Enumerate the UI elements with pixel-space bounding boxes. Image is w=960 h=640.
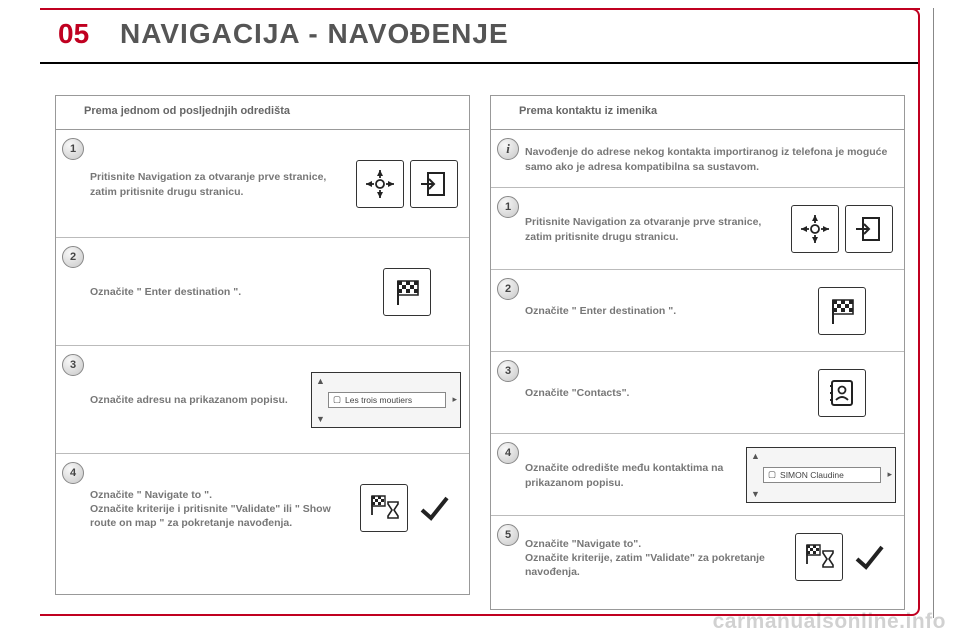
step-icons xyxy=(786,270,904,351)
step-number: 4 xyxy=(62,462,84,484)
scroll-down-icon: ▼ xyxy=(751,489,760,499)
check-icon xyxy=(414,488,454,528)
step-screen: ▲ ▼ ▢ Les trois moutiers ▸ xyxy=(309,346,469,453)
left-column-header: Prema jednom od posljednjih odredišta xyxy=(56,96,469,130)
right-step-5: 5 Označite "Navigate to". Označite krite… xyxy=(491,516,904,598)
row-arrow-icon: ▸ xyxy=(452,394,457,405)
step-icons xyxy=(351,454,469,562)
row-marker-icon: ▢ xyxy=(768,469,776,480)
list-row: ▢ SIMON Claudine xyxy=(763,467,881,483)
right-column: Prema kontaktu iz imenika i Navođenje do… xyxy=(490,95,905,610)
step-number: 1 xyxy=(497,196,519,218)
info-text: Navođenje do adrese nekog kontakta impor… xyxy=(525,130,904,187)
list-screen: ▲ ▼ ▢ SIMON Claudine ▸ xyxy=(746,447,896,503)
left-step-2: 2 Označite " Enter destination ". xyxy=(56,238,469,346)
step-text: Označite adresu na prikazanom popisu. xyxy=(90,346,309,453)
enter-icon xyxy=(845,205,893,253)
left-column-title: Prema jednom od posljednjih odredišta xyxy=(84,105,290,117)
flag-icon xyxy=(818,287,866,335)
row-marker-icon: ▢ xyxy=(333,394,341,405)
right-margin-rule xyxy=(933,8,934,618)
step-icons xyxy=(351,238,469,345)
step-text: Označite "Navigate to". Označite kriteri… xyxy=(525,516,786,598)
step-icons xyxy=(786,516,904,598)
right-step-1: 1 Pritisnite Navigation za otvaranje prv… xyxy=(491,188,904,270)
scroll-up-icon: ▲ xyxy=(316,376,325,386)
step-icons xyxy=(786,188,904,269)
step-number: 2 xyxy=(62,246,84,268)
enter-icon xyxy=(410,160,458,208)
step-number: 1 xyxy=(62,138,84,160)
list-screen: ▲ ▼ ▢ Les trois moutiers ▸ xyxy=(311,372,461,428)
watermark: carmanualsonline.info xyxy=(713,610,946,634)
right-info: i Navođenje do adrese nekog kontakta imp… xyxy=(491,130,904,188)
step-number: 4 xyxy=(497,442,519,464)
row-text: Les trois moutiers xyxy=(345,395,412,405)
right-step-2: 2 Označite " Enter destination ". xyxy=(491,270,904,352)
step-text: Označite " Enter destination ". xyxy=(90,238,351,345)
check-icon xyxy=(849,537,889,577)
left-column: Prema jednom od posljednjih odredišta 1 … xyxy=(55,95,470,595)
right-column-header: Prema kontaktu iz imenika xyxy=(491,96,904,130)
right-column-title: Prema kontaktu iz imenika xyxy=(519,105,657,117)
step-number: 3 xyxy=(62,354,84,376)
step-text: Pritisnite Navigation za otvaranje prve … xyxy=(90,130,351,237)
right-step-4: 4 Označite odredište među kontaktima na … xyxy=(491,434,904,516)
compass-icon xyxy=(356,160,404,208)
step-number: 2 xyxy=(497,278,519,300)
step-text: Pritisnite Navigation za otvaranje prve … xyxy=(525,188,786,269)
flag-hourglass-icon xyxy=(360,484,408,532)
info-icon: i xyxy=(497,138,519,160)
flag-icon xyxy=(383,268,431,316)
right-step-3: 3 Označite "Contacts". xyxy=(491,352,904,434)
step-number: 3 xyxy=(497,360,519,382)
flag-hourglass-icon xyxy=(795,533,843,581)
content-columns: Prema jednom od posljednjih odredišta 1 … xyxy=(55,95,905,610)
left-step-3: 3 Označite adresu na prikazanom popisu. … xyxy=(56,346,469,454)
left-step-4: 4 Označite " Navigate to ". Označite kri… xyxy=(56,454,469,562)
scroll-up-icon: ▲ xyxy=(751,451,760,461)
step-screen: ▲ ▼ ▢ SIMON Claudine ▸ xyxy=(744,434,904,515)
step-text: Označite "Contacts". xyxy=(525,352,786,433)
row-arrow-icon: ▸ xyxy=(887,469,892,480)
step-icons xyxy=(786,352,904,433)
compass-icon xyxy=(791,205,839,253)
step-number: 5 xyxy=(497,524,519,546)
left-step-1: 1 Pritisnite Navigation za otvaranje prv… xyxy=(56,130,469,238)
step-text: Označite odredište među kontaktima na pr… xyxy=(525,434,744,515)
list-row: ▢ Les trois moutiers xyxy=(328,392,446,408)
step-text: Označite " Enter destination ". xyxy=(525,270,786,351)
step-icons xyxy=(351,130,469,237)
contacts-icon xyxy=(818,369,866,417)
scroll-down-icon: ▼ xyxy=(316,414,325,424)
step-text: Označite " Navigate to ". Označite krite… xyxy=(90,454,351,562)
row-text: SIMON Claudine xyxy=(780,470,844,480)
